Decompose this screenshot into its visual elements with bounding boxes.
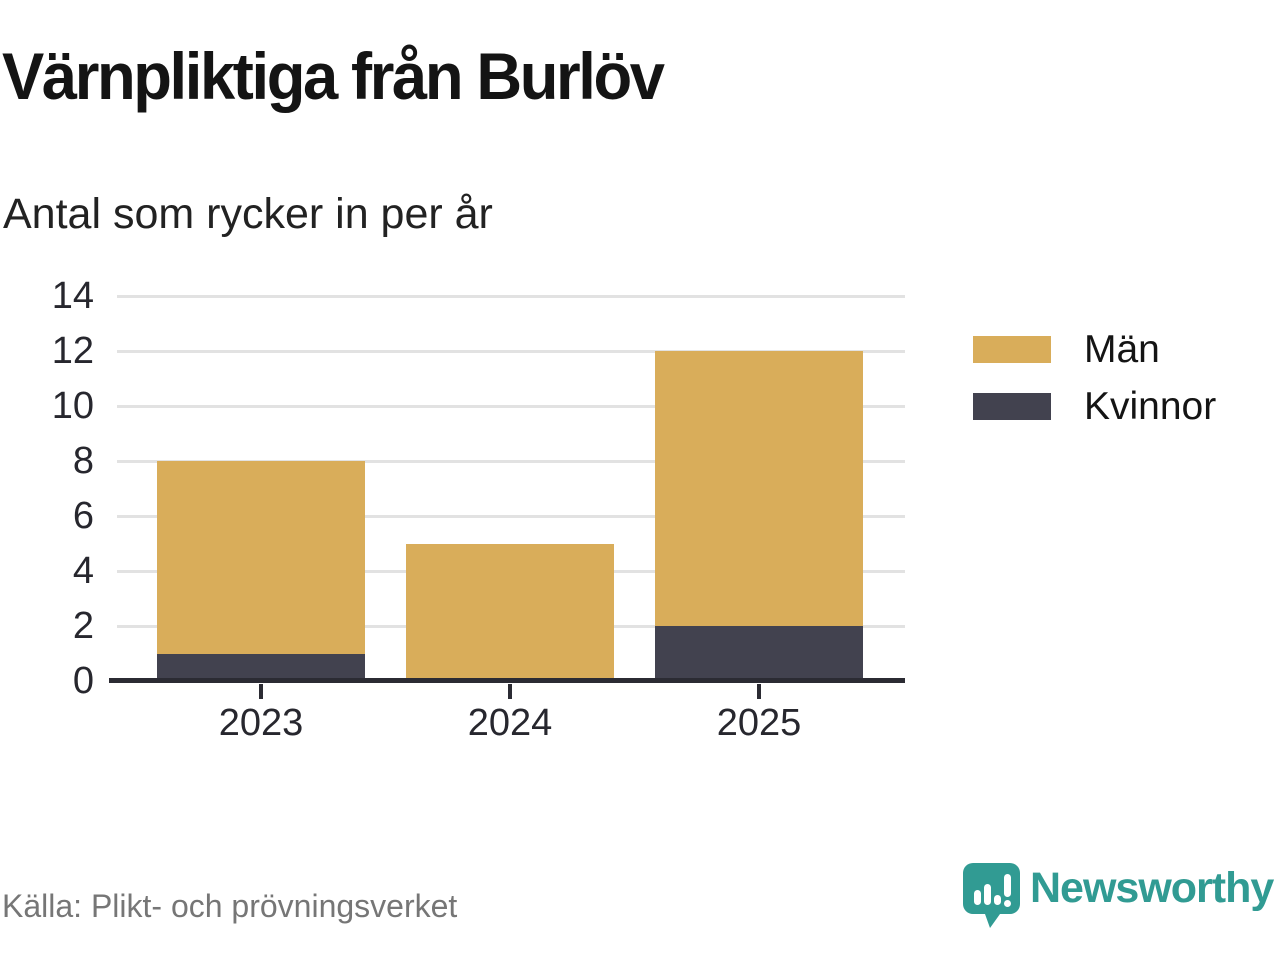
chart-title: Värnpliktiga från Burlöv [2, 39, 665, 113]
gridline-y-12 [117, 350, 905, 353]
bar-2024 [406, 543, 614, 681]
x-tick-label-2025: 2025 [716, 702, 802, 744]
gridline-y-6 [117, 515, 905, 518]
y-tick-label-10: 10 [51, 385, 94, 427]
chart-subtitle: Antal som rycker in per år [3, 190, 493, 238]
legend-item-kvinnor: Kvinnor [973, 385, 1216, 428]
y-tick-label-14: 14 [51, 275, 94, 317]
bar-2023 [157, 461, 365, 681]
chart-legend: Män Kvinnor [973, 328, 1216, 450]
bar-2025 [655, 351, 863, 681]
legend-swatch-kvinnor [973, 393, 1051, 420]
legend-swatch-män [973, 336, 1051, 363]
legend-label-män: Män [1084, 327, 1160, 371]
bar-segment-män-2024 [406, 543, 614, 681]
x-tick-label-2023: 2023 [218, 702, 304, 744]
newsworthy-logo: Newsworthy [962, 862, 1274, 929]
source-note: Källa: Plikt- och prövningsverket [2, 888, 458, 924]
gridline-y-8 [117, 460, 905, 463]
gridline-y-14 [117, 295, 905, 298]
x-tick-2023 [259, 684, 263, 699]
legend-label-kvinnor: Kvinnor [1084, 384, 1217, 428]
y-tick-label-6: 6 [72, 495, 94, 537]
y-tick-label-0: 0 [72, 660, 94, 702]
y-tick-label-4: 4 [72, 550, 94, 592]
newsworthy-wordmark: Newsworthy [1030, 864, 1274, 912]
bar-segment-män-2023 [157, 461, 365, 654]
y-tick-label-2: 2 [72, 605, 94, 647]
plot-area [109, 295, 905, 683]
x-tick-2025 [757, 684, 761, 699]
x-axis-line [109, 678, 905, 683]
x-tick-2024 [508, 684, 512, 699]
bar-segment-kvinnor-2025 [655, 626, 863, 681]
x-tick-label-2024: 2024 [467, 702, 553, 744]
bar-segment-män-2025 [655, 351, 863, 626]
legend-item-män: Män [973, 328, 1216, 371]
gridline-y-10 [117, 405, 905, 408]
newsworthy-bubble-icon [963, 863, 1020, 928]
y-tick-label-12: 12 [51, 330, 94, 372]
y-tick-label-8: 8 [72, 440, 94, 482]
bar-segment-kvinnor-2023 [157, 653, 365, 681]
